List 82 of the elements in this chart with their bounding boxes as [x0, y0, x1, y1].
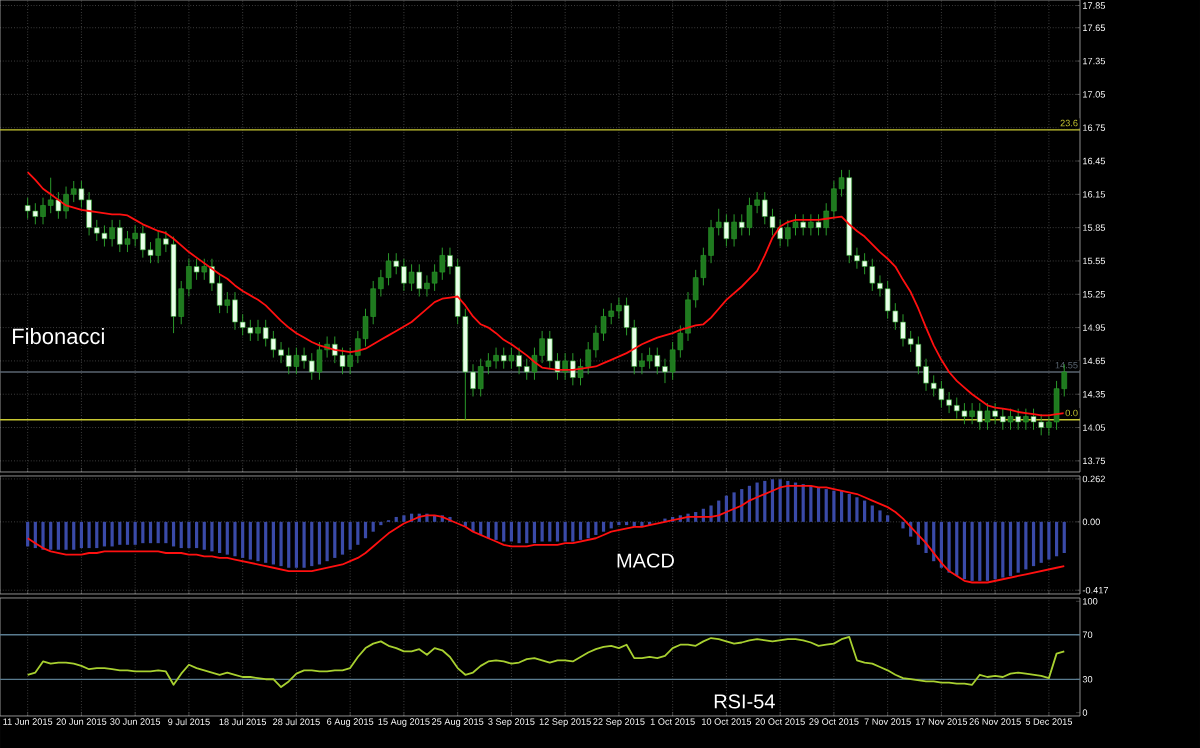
candlestick — [815, 213, 822, 236]
candlestick — [1030, 408, 1037, 431]
candlestick — [869, 258, 876, 292]
candlestick — [654, 347, 661, 375]
candlestick — [953, 397, 960, 420]
candlestick — [47, 177, 54, 214]
annotation: Fibonacci — [13, 327, 104, 345]
candlestick — [117, 219, 123, 253]
candlestick — [193, 258, 200, 281]
candlestick — [155, 230, 161, 264]
candlestick — [477, 358, 484, 397]
candlestick — [593, 324, 599, 359]
candlestick — [132, 224, 138, 248]
candlestick — [585, 341, 591, 375]
candlestick — [147, 241, 154, 264]
candlestick — [938, 380, 945, 409]
candlestick — [547, 330, 553, 370]
candlestick — [101, 224, 108, 248]
candlestick — [255, 319, 261, 342]
candlestick — [723, 213, 730, 248]
candlestick — [493, 347, 499, 370]
candlestick — [408, 263, 415, 292]
candlestick — [309, 352, 315, 381]
candlestick — [124, 230, 131, 253]
candlestick — [946, 391, 952, 414]
candlestick — [792, 213, 799, 236]
candlestick — [508, 347, 515, 370]
candlestick — [216, 274, 223, 314]
candlestick — [992, 402, 998, 425]
candlestick — [977, 402, 983, 431]
candlestick — [808, 213, 814, 236]
candlestick — [293, 347, 300, 375]
candlestick — [570, 352, 576, 386]
candlestick — [32, 202, 39, 225]
candlestick — [416, 263, 423, 297]
candlestick — [731, 213, 737, 248]
candlestick — [516, 347, 522, 375]
candlestick — [55, 191, 62, 220]
candlestick — [777, 219, 783, 248]
candlestick — [140, 224, 146, 259]
candlestick — [762, 191, 768, 225]
candlestick — [646, 347, 653, 370]
candlestick — [316, 341, 323, 381]
candlestick — [1023, 408, 1029, 431]
candlestick — [431, 263, 438, 292]
candlestick — [278, 341, 284, 364]
annotation: RSI-54 — [714, 694, 775, 709]
candlestick — [439, 247, 446, 281]
candlestick — [63, 186, 69, 220]
candlestick — [616, 297, 622, 320]
candlestick — [961, 402, 968, 425]
candlestick — [800, 213, 806, 236]
candlestick — [247, 319, 254, 342]
candlestick — [24, 197, 31, 220]
candlestick — [40, 197, 46, 225]
candlestick — [1038, 413, 1044, 436]
candlestick — [86, 191, 92, 236]
candlestick — [884, 280, 891, 320]
candlestick — [1000, 408, 1006, 431]
candlestick — [831, 180, 837, 220]
candlestick — [285, 347, 292, 375]
candlestick — [232, 291, 238, 331]
candlestick — [424, 274, 430, 297]
candlestick — [109, 219, 115, 248]
candlestick — [339, 347, 346, 375]
candlestick — [669, 341, 676, 381]
candlestick — [201, 258, 208, 281]
annotation: MACD — [617, 553, 674, 568]
candlestick — [1015, 408, 1021, 431]
candlestick — [401, 258, 407, 292]
candlestick — [984, 402, 991, 431]
candlestick — [930, 374, 937, 397]
candlestick — [524, 358, 530, 381]
candlestick — [301, 347, 307, 370]
candlestick — [262, 319, 269, 347]
candlestick — [969, 402, 975, 425]
candlestick — [785, 219, 791, 248]
candlestick — [270, 330, 277, 359]
candlestick — [900, 313, 906, 347]
candlestick — [746, 197, 753, 236]
candlestick — [500, 347, 507, 370]
candlestick — [739, 213, 745, 236]
